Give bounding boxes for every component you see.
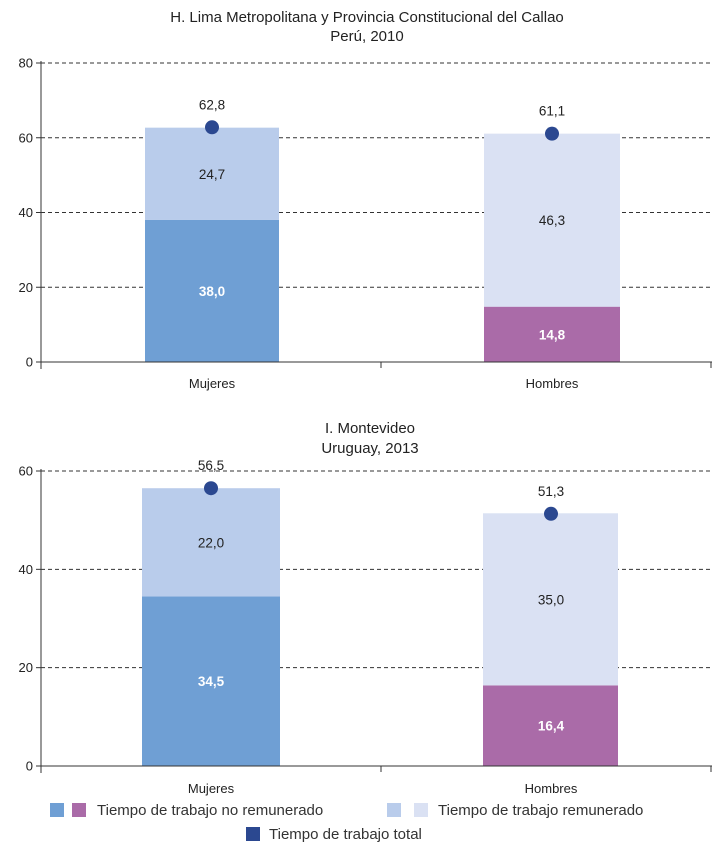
chart-subtitle: Uruguay, 2013	[321, 440, 418, 457]
bar-unpaid-hombres	[484, 306, 620, 362]
bar-paid-hombres	[483, 513, 618, 686]
y-tick-label: 20	[19, 660, 33, 675]
data-label-paid: 35,0	[538, 592, 564, 607]
data-label-unpaid: 38,0	[199, 284, 225, 299]
y-tick-label: 80	[19, 56, 33, 71]
data-label-unpaid: 14,8	[539, 327, 566, 342]
data-label-unpaid: 34,5	[198, 674, 225, 689]
legend: Tiempo de trabajo no remunerado Tiempo d…	[50, 802, 643, 843]
data-label-paid: 22,0	[198, 535, 224, 550]
y-tick-label: 40	[19, 205, 33, 220]
legend-label-total: Tiempo de trabajo total	[269, 826, 422, 843]
x-tick-label: Mujeres	[188, 781, 235, 796]
chart-title: I. Montevideo	[325, 420, 415, 437]
bar-unpaid-mujeres	[145, 219, 279, 362]
total-marker	[544, 506, 558, 521]
bar-paid-mujeres	[145, 127, 279, 220]
legend-swatch-paid-men	[414, 803, 428, 817]
total-marker	[545, 126, 559, 141]
legend-swatch-unpaid-women	[50, 803, 64, 817]
legend-label-unpaid: Tiempo de trabajo no remunerado	[97, 802, 323, 819]
legend-label-paid: Tiempo de trabajo remunerado	[438, 802, 643, 819]
y-tick-label: 60	[19, 464, 33, 479]
y-tick-label: 0	[26, 355, 33, 370]
total-marker	[205, 120, 219, 135]
y-tick-label: 60	[19, 130, 33, 145]
bar-unpaid-mujeres	[142, 596, 280, 766]
bar-paid-mujeres	[142, 488, 280, 597]
data-label-total: 56,5	[198, 458, 224, 473]
legend-swatch-unpaid-men	[72, 803, 86, 817]
chart-title: H. Lima Metropolitana y Provincia Consti…	[170, 9, 564, 26]
x-tick-label: Hombres	[525, 781, 578, 796]
data-label-paid: 46,3	[539, 213, 565, 228]
bar-paid-hombres	[484, 133, 620, 307]
data-label-paid: 24,7	[199, 167, 225, 182]
legend-swatch-paid-women	[387, 803, 401, 817]
data-label-total: 61,1	[539, 104, 565, 119]
y-tick-label: 40	[19, 562, 33, 577]
bar-unpaid-hombres	[483, 685, 618, 766]
x-tick-label: Hombres	[526, 376, 579, 391]
data-label-total: 51,3	[538, 484, 564, 499]
y-tick-label: 0	[26, 759, 33, 774]
chart-montevideo: I. Montevideo Uruguay, 2013 0 20 40 60 34,5 2…	[19, 420, 712, 796]
total-marker	[204, 481, 218, 496]
y-tick-label: 20	[19, 280, 33, 295]
legend-swatch-total	[246, 827, 260, 841]
chart-subtitle: Perú, 2010	[330, 28, 403, 45]
chart-lima: H. Lima Metropolitana y Provincia Consti…	[19, 9, 712, 391]
data-label-unpaid: 16,4	[538, 719, 565, 734]
data-label-total: 62,8	[199, 97, 225, 112]
x-tick-label: Mujeres	[189, 376, 236, 391]
